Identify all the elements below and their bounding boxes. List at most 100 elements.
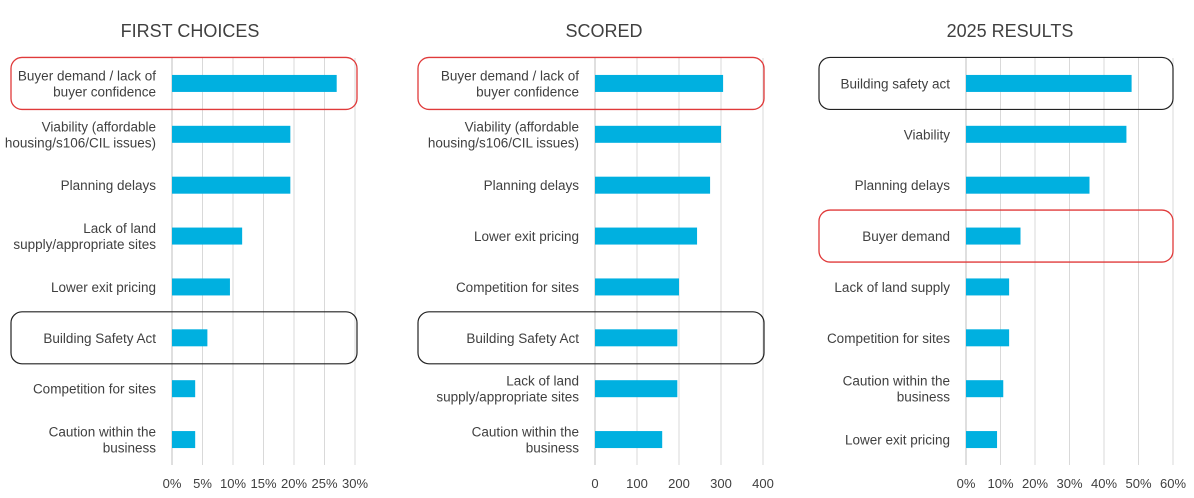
category-label-line: business — [897, 390, 951, 405]
first-choices-tick-label: 30% — [342, 476, 368, 491]
2025-results-tick-label: 20% — [1022, 476, 1048, 491]
scored-bar — [595, 227, 698, 245]
first-choices-bar — [172, 227, 243, 245]
2025-results-bar — [966, 125, 1127, 143]
category-label-line: Caution within the — [843, 374, 950, 389]
first-choices-bar — [172, 278, 230, 296]
2025-results-category-label: Viability — [904, 127, 951, 142]
first-choices-highlights — [10, 56, 358, 365]
2025-results-category-label: Building safety act — [840, 76, 950, 91]
category-label-line: Lack of land supply — [834, 280, 950, 295]
2025-results-bar — [966, 278, 1010, 296]
category-label-line: Viability (affordable — [465, 119, 579, 134]
category-label-line: Building Safety Act — [466, 331, 579, 346]
category-label-line: Competition for sites — [827, 331, 950, 346]
first-choices-tick-label: 20% — [281, 476, 307, 491]
category-label-line: Caution within the — [49, 425, 156, 440]
first-choices-category-label: Lack of land supply/appropriate sites — [13, 221, 156, 252]
scored-bar — [595, 74, 724, 92]
first-choices-category-label: Buyer demand / lack of buyer confidence — [18, 68, 156, 99]
scored-tick-label: 200 — [668, 476, 690, 491]
scored-category-label: Viability (affordable housing/s106/CIL is… — [428, 119, 579, 150]
scored-bar — [595, 176, 711, 194]
2025-results-bar — [966, 176, 1090, 194]
category-label-line: Lower exit pricing — [51, 280, 156, 295]
first-choices-tick-label: 10% — [220, 476, 246, 491]
2025-results-tick-label: 50% — [1125, 476, 1151, 491]
scored-category-label: Lower exit pricing — [474, 229, 579, 244]
category-label-line: Lack of land — [506, 374, 579, 389]
category-label-line: Building safety act — [840, 76, 950, 91]
2025-results-category-label: Lack of land supply — [834, 280, 950, 295]
scored-title: SCORED — [565, 21, 642, 41]
scored-bar — [595, 380, 678, 398]
chart-first-choices: FIRST CHOICES 0% 5% 10% 15% 20% 25% 30% Buyer de… — [5, 21, 369, 491]
2025-results-category-label: Planning delays — [855, 178, 951, 193]
2025-results-category-label: Caution within the business — [843, 374, 951, 405]
2025-results-tick-label: 60% — [1160, 476, 1186, 491]
category-label-line: housing/s106/CIL issues) — [428, 135, 579, 150]
scored-category-label: Planning delays — [484, 178, 580, 193]
2025-results-tick-label: 0% — [957, 476, 976, 491]
2025-results-bar — [966, 431, 998, 449]
2025-results-tick-label: 10% — [987, 476, 1013, 491]
first-choices-tick-label: 5% — [193, 476, 212, 491]
first-choices-title: FIRST CHOICES — [121, 21, 260, 41]
category-label-line: Buyer demand / lack of — [18, 68, 156, 83]
category-label-line: buyer confidence — [53, 84, 156, 99]
first-choices-category-label: Building Safety Act — [43, 331, 156, 346]
2025-results-title: 2025 RESULTS — [947, 21, 1074, 41]
first-choices-highlight-box-red — [10, 56, 358, 111]
category-label-line: Building Safety Act — [43, 331, 156, 346]
scored-highlight-box-red — [417, 56, 765, 111]
category-label-line: Lack of land — [83, 221, 156, 236]
first-choices-tick-label: 0% — [163, 476, 182, 491]
category-label-line: housing/s106/CIL issues) — [5, 135, 156, 150]
scored-category-label: Caution within the business — [472, 425, 580, 456]
2025-results-category-label: Lower exit pricing — [845, 433, 950, 448]
scored-bar — [595, 125, 721, 143]
first-choices-tick-label: 15% — [250, 476, 276, 491]
2025-results-tick-label: 40% — [1091, 476, 1117, 491]
chart-2025-results: 2025 RESULTS 0% 10% 20% 30% 40% 50% 60% Building… — [818, 21, 1186, 491]
category-label-line: Planning delays — [855, 178, 951, 193]
2025-results-highlight-box-black — [818, 56, 1174, 111]
2025-results-tick-label: 30% — [1056, 476, 1082, 491]
scored-tick-label: 400 — [752, 476, 774, 491]
scored-category-label: Competition for sites — [456, 280, 579, 295]
first-choices-bar — [172, 176, 291, 194]
category-label-line: Planning delays — [484, 178, 580, 193]
category-label-line: Competition for sites — [456, 280, 579, 295]
scored-category-label: Building Safety Act — [466, 331, 579, 346]
2025-results-bar — [966, 329, 1010, 347]
first-choices-bar — [172, 74, 337, 92]
scored-bar — [595, 329, 678, 347]
category-label-line: Viability — [904, 127, 951, 142]
2025-results-highlights — [818, 56, 1174, 263]
category-label-line: Buyer demand / lack of — [441, 68, 579, 83]
category-label-line: Lower exit pricing — [845, 433, 950, 448]
2025-results-bar — [966, 380, 1004, 398]
category-label-line: supply/appropriate sites — [436, 390, 579, 405]
scored-highlight-box-black — [417, 311, 765, 365]
first-choices-bar — [172, 380, 196, 398]
category-label-line: supply/appropriate sites — [13, 237, 156, 252]
first-choices-category-label: Viability (affordable housing/s106/CIL is… — [5, 119, 156, 150]
2025-results-highlight-box-red — [818, 209, 1174, 263]
scored-tick-label: 300 — [710, 476, 732, 491]
2025-results-category-label: Competition for sites — [827, 331, 950, 346]
first-choices-bar — [172, 431, 196, 449]
category-label-line: business — [103, 441, 157, 456]
category-label-line: Planning delays — [61, 178, 157, 193]
category-label-line: Caution within the — [472, 425, 579, 440]
first-choices-highlight-box-black — [10, 311, 358, 365]
category-label-line: Competition for sites — [33, 382, 156, 397]
scored-category-label: Lack of land supply/appropriate sites — [436, 374, 579, 405]
first-choices-category-label: Lower exit pricing — [51, 280, 156, 295]
scored-bar — [595, 431, 663, 449]
first-choices-category-label: Competition for sites — [33, 382, 156, 397]
scored-bar — [595, 278, 679, 296]
category-label-line: business — [526, 441, 580, 456]
first-choices-category-label: Planning delays — [61, 178, 157, 193]
